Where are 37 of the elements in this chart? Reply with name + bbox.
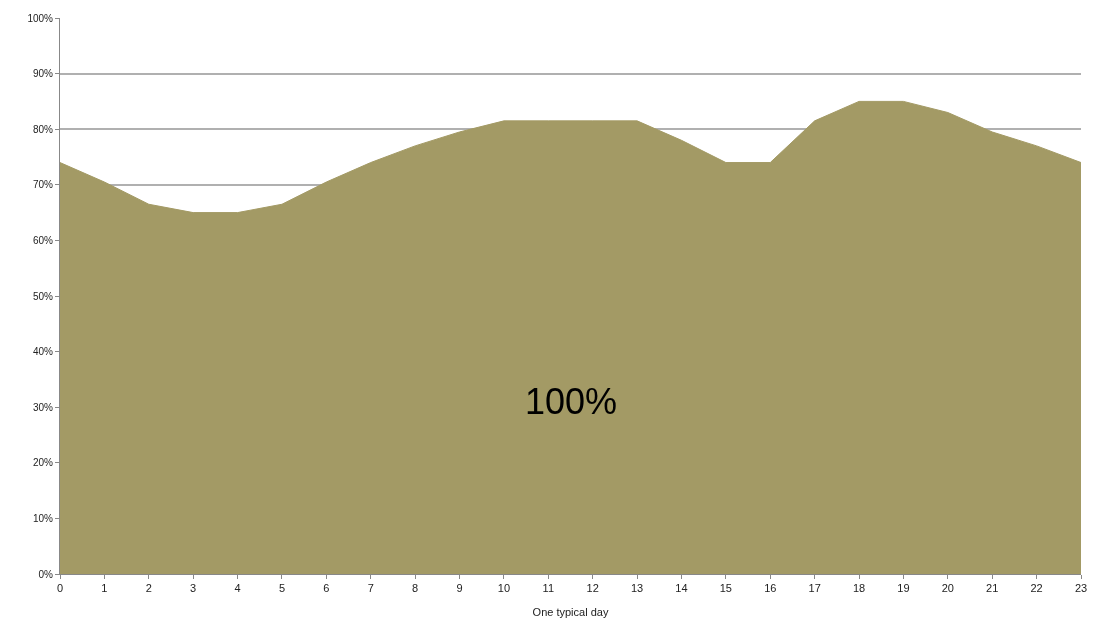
- x-tick-label: 8: [412, 582, 419, 595]
- y-tick-label: 60%: [32, 234, 54, 246]
- x-tick-label: 7: [367, 582, 374, 595]
- x-tick-label: 3: [190, 582, 197, 595]
- x-tick-label: 16: [764, 582, 777, 595]
- x-tick-label: 19: [897, 582, 910, 595]
- x-tick-label: 11: [542, 582, 555, 595]
- x-tick-label: 13: [630, 582, 644, 595]
- x-tick-label: 10: [497, 582, 511, 595]
- x-tick-label: 23: [1074, 582, 1088, 595]
- x-tick-label: 4: [234, 582, 241, 595]
- y-tick-label: 40%: [32, 346, 54, 358]
- y-tick-label: 50%: [32, 290, 54, 302]
- x-tick-label: 14: [675, 582, 688, 595]
- x-tick-label: 22: [1030, 582, 1043, 595]
- x-tick-label: 21: [986, 582, 999, 595]
- x-tick-label: 1: [101, 582, 108, 595]
- y-tick-label: 100%: [27, 12, 54, 24]
- y-tick-label: 70%: [32, 179, 54, 191]
- x-tick-label: 0: [56, 582, 64, 595]
- x-tick-label: 2: [145, 582, 152, 595]
- x-tick-label: 18: [852, 582, 866, 595]
- y-tick-label: 80%: [32, 123, 54, 135]
- y-tick-label: 0%: [38, 568, 54, 580]
- x-tick-label: 20: [941, 582, 954, 595]
- x-tick-label: 5: [278, 582, 286, 595]
- y-tick-label: 10%: [32, 512, 54, 524]
- y-tick-label: 90%: [32, 68, 54, 80]
- x-tick-label: 6: [323, 582, 330, 595]
- x-tick-label: 9: [456, 582, 463, 595]
- x-tick-label: 12: [586, 582, 599, 595]
- annotation: 100%: [525, 381, 618, 422]
- y-tick-label: 20%: [32, 457, 54, 469]
- x-tick-label: 17: [808, 582, 821, 595]
- x-tick-label: 15: [719, 582, 732, 595]
- x-axis-title: One typical day: [532, 606, 609, 619]
- y-tick-label: 30%: [32, 401, 54, 413]
